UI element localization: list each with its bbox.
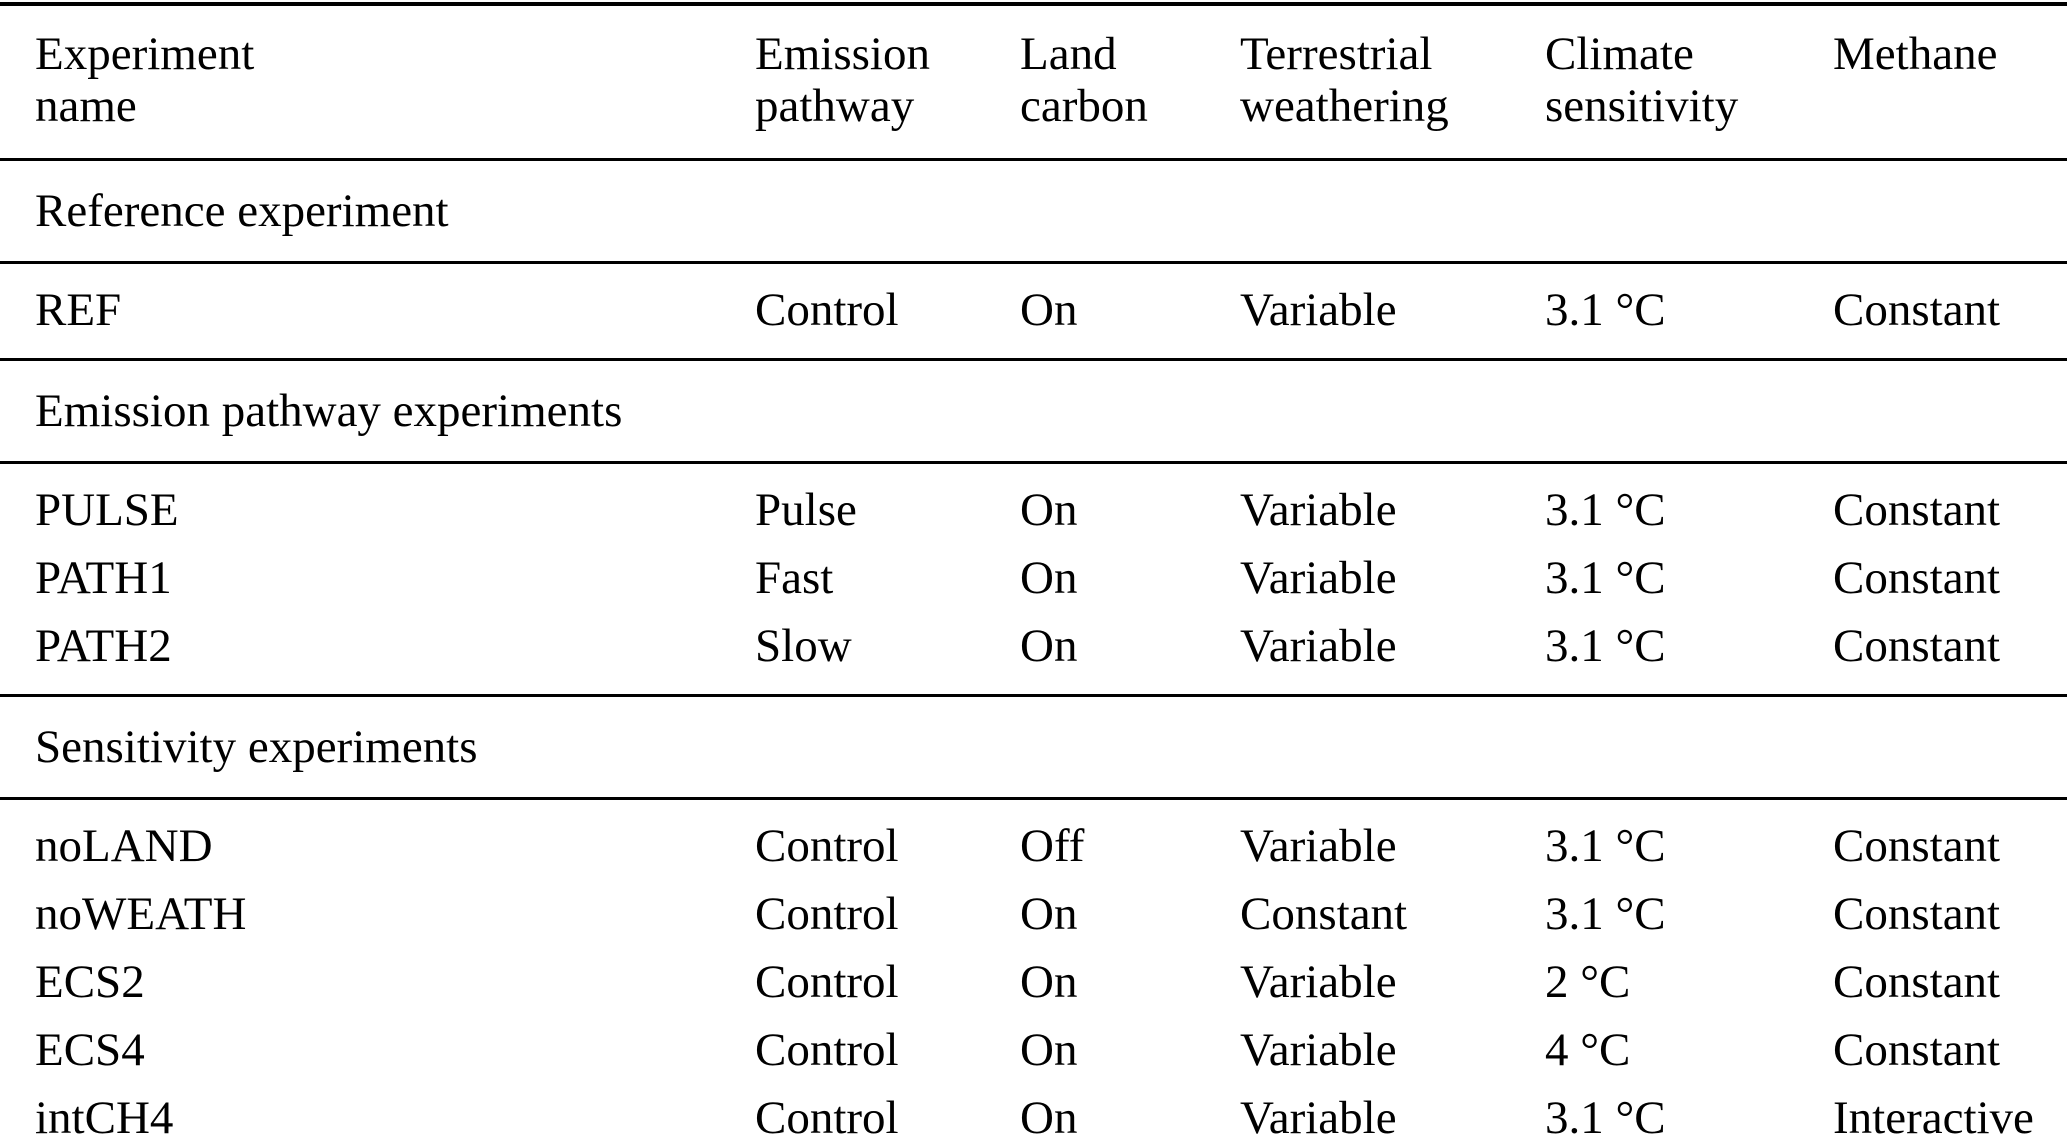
cell-methane: Constant xyxy=(1833,888,2001,940)
cell-land-carbon: On xyxy=(1020,956,1078,1008)
table-row: noWEATH Control On Constant 3.1 °C Const… xyxy=(0,880,2067,948)
cell-climate-sensitivity: 3.1 °C xyxy=(1545,284,1666,336)
cell-land-carbon: On xyxy=(1020,620,1078,672)
header-line: name xyxy=(35,80,137,132)
column-header-terrestrial-weathering: Terrestrial weathering xyxy=(1240,4,1545,161)
cell-methane: Constant xyxy=(1833,484,2001,536)
cell-land-carbon: On xyxy=(1020,1024,1078,1076)
cell-experiment-name: REF xyxy=(35,284,122,336)
cell-terrestrial-weathering: Variable xyxy=(1240,552,1397,604)
header-line: Experiment xyxy=(35,28,255,80)
cell-land-carbon: On xyxy=(1020,484,1078,536)
section-sensitivity: Sensitivity experiments xyxy=(0,694,2067,800)
cell-climate-sensitivity: 2 °C xyxy=(1545,956,1631,1008)
header-line: Emission xyxy=(755,28,930,80)
section-title-row: Sensitivity experiments xyxy=(0,694,2067,800)
header-line: Land xyxy=(1020,28,1117,80)
cell-climate-sensitivity: 3.1 °C xyxy=(1545,620,1666,672)
header-row: Experiment name Emission pathway Land ca… xyxy=(0,4,2067,161)
cell-terrestrial-weathering: Variable xyxy=(1240,484,1397,536)
cell-terrestrial-weathering: Variable xyxy=(1240,1092,1397,1141)
cell-methane: Interactive xyxy=(1833,1092,2034,1141)
cell-climate-sensitivity: 4 °C xyxy=(1545,1024,1631,1076)
header-line: weathering xyxy=(1240,80,1449,132)
table-row: PATH2 Slow On Variable 3.1 °C Constant xyxy=(0,612,2067,696)
cell-experiment-name: PULSE xyxy=(35,484,179,536)
column-header-methane: Methane xyxy=(1833,4,2067,161)
cell-experiment-name: intCH4 xyxy=(35,1092,174,1141)
cell-land-carbon: On xyxy=(1020,284,1078,336)
section-title-row: Emission pathway experiments xyxy=(0,358,2067,464)
cell-emission-pathway: Control xyxy=(755,1024,899,1076)
cell-emission-pathway: Fast xyxy=(755,552,834,604)
cell-climate-sensitivity: 3.1 °C xyxy=(1545,484,1666,536)
cell-terrestrial-weathering: Constant xyxy=(1240,888,1408,940)
table-row: ECS4 Control On Variable 4 °C Constant xyxy=(0,1016,2067,1084)
header-line: sensitivity xyxy=(1545,80,1739,132)
cell-climate-sensitivity: 3.1 °C xyxy=(1545,820,1666,872)
cell-climate-sensitivity: 3.1 °C xyxy=(1545,888,1666,940)
cell-experiment-name: noWEATH xyxy=(35,888,247,940)
table-row: PATH1 Fast On Variable 3.1 °C Constant xyxy=(0,544,2067,612)
cell-experiment-name: ECS2 xyxy=(35,956,145,1008)
section-sensitivity-rows: noLAND Control Off Variable 3.1 °C Const… xyxy=(0,799,2067,1141)
header-line: carbon xyxy=(1020,80,1148,132)
section-reference: Reference experiment xyxy=(0,159,2067,264)
section-title-row: Reference experiment xyxy=(0,159,2067,264)
header-line: pathway xyxy=(755,80,915,132)
column-header-experiment-name: Experiment name xyxy=(0,4,755,161)
cell-land-carbon: On xyxy=(1020,888,1078,940)
section-title: Sensitivity experiments xyxy=(0,694,2067,800)
cell-emission-pathway: Control xyxy=(755,956,899,1008)
cell-emission-pathway: Control xyxy=(755,888,899,940)
cell-terrestrial-weathering: Variable xyxy=(1240,1024,1397,1076)
cell-methane: Constant xyxy=(1833,820,2001,872)
cell-experiment-name: ECS4 xyxy=(35,1024,145,1076)
cell-climate-sensitivity: 3.1 °C xyxy=(1545,552,1666,604)
table-header: Experiment name Emission pathway Land ca… xyxy=(0,4,2067,161)
section-emission-pathway: Emission pathway experiments xyxy=(0,358,2067,464)
cell-emission-pathway: Control xyxy=(755,820,899,872)
cell-terrestrial-weathering: Variable xyxy=(1240,820,1397,872)
column-header-climate-sensitivity: Climate sensitivity xyxy=(1545,4,1833,161)
cell-emission-pathway: Slow xyxy=(755,620,852,672)
cell-emission-pathway: Control xyxy=(755,1092,899,1141)
header-line: Methane xyxy=(1833,28,1998,80)
section-title: Emission pathway experiments xyxy=(0,358,2067,464)
cell-methane: Constant xyxy=(1833,284,2001,336)
cell-methane: Constant xyxy=(1833,552,2001,604)
cell-land-carbon: Off xyxy=(1020,820,1085,872)
cell-experiment-name: PATH2 xyxy=(35,620,172,672)
column-header-land-carbon: Land carbon xyxy=(1020,4,1240,161)
table-row: noLAND Control Off Variable 3.1 °C Const… xyxy=(0,799,2067,881)
cell-emission-pathway: Pulse xyxy=(755,484,857,536)
cell-methane: Constant xyxy=(1833,956,2001,1008)
header-line: Terrestrial xyxy=(1240,28,1433,80)
cell-terrestrial-weathering: Variable xyxy=(1240,284,1397,336)
table-row: PULSE Pulse On Variable 3.1 °C Constant xyxy=(0,463,2067,545)
cell-methane: Constant xyxy=(1833,620,2001,672)
table-row: intCH4 Control On Variable 3.1 °C Intera… xyxy=(0,1084,2067,1141)
section-reference-rows: REF Control On Variable 3.1 °C Constant xyxy=(0,263,2067,360)
cell-experiment-name: PATH1 xyxy=(35,552,172,604)
cell-experiment-name: noLAND xyxy=(35,820,213,872)
section-emission-pathway-rows: PULSE Pulse On Variable 3.1 °C Constant … xyxy=(0,463,2067,696)
cell-land-carbon: On xyxy=(1020,552,1078,604)
cell-methane: Constant xyxy=(1833,1024,2001,1076)
column-header-emission-pathway: Emission pathway xyxy=(755,4,1020,161)
cell-terrestrial-weathering: Variable xyxy=(1240,620,1397,672)
section-title: Reference experiment xyxy=(0,159,2067,264)
table-row: ECS2 Control On Variable 2 °C Constant xyxy=(0,948,2067,1016)
cell-terrestrial-weathering: Variable xyxy=(1240,956,1397,1008)
header-line: Climate xyxy=(1545,28,1694,80)
cell-land-carbon: On xyxy=(1020,1092,1078,1141)
cell-climate-sensitivity: 3.1 °C xyxy=(1545,1092,1666,1141)
table-row: REF Control On Variable 3.1 °C Constant xyxy=(0,263,2067,360)
cell-emission-pathway: Control xyxy=(755,284,899,336)
